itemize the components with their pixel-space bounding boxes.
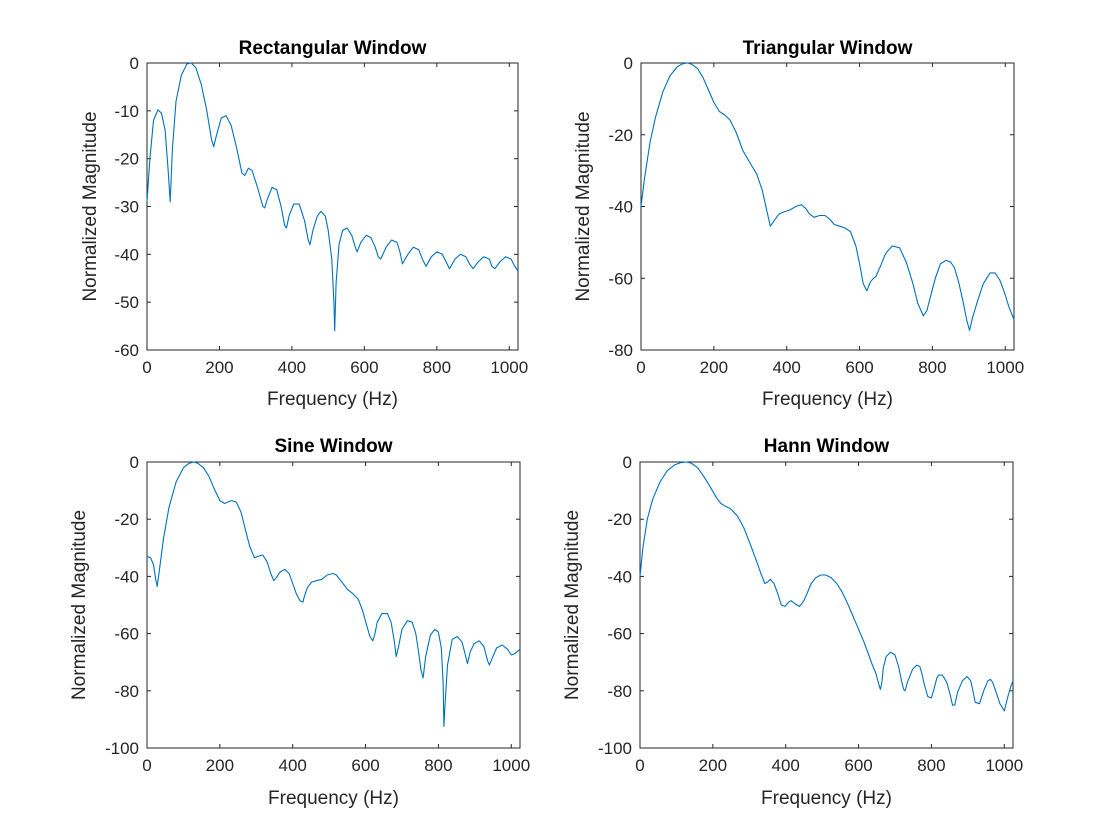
y-tick-label: 0 [130,54,139,73]
y-tick-label: -60 [114,625,139,644]
series-line [146,461,521,728]
x-tick-label: 800 [918,358,946,377]
x-tick-label: 400 [279,756,307,775]
x-tick-label: 600 [351,756,379,775]
x-tick-label: 1000 [986,358,1024,377]
x-axis-label: Frequency (Hz) [761,788,892,809]
x-tick-label: 800 [917,756,945,775]
y-tick-label: 0 [623,453,632,472]
y-tick-label: -100 [105,739,139,758]
y-tick-label: -80 [608,341,633,360]
x-tick-label: 200 [699,756,727,775]
y-tick-label: -40 [608,198,633,217]
x-tick-label: 800 [423,358,451,377]
x-tick-label: 400 [278,358,306,377]
axes-frame [146,461,521,749]
y-axis-label: Normalized Magnitude [562,510,583,700]
x-tick-label: 200 [700,358,728,377]
x-tick-label: 0 [635,756,644,775]
y-tick-label: -50 [114,293,139,312]
y-tick-label: -60 [114,341,139,360]
x-axis-label: Frequency (Hz) [268,788,399,809]
series-line [640,62,1015,331]
y-axis-label: Normalized Magnitude [573,111,594,301]
tick-group: 0 200 400 600 800 1000 0 -10 -20 -30 -40 -50 -60 [114,54,528,377]
subplot-rectangular: Rectangular Window Frequency (Hz) Normal… [80,38,528,410]
x-tick-label: 1000 [490,358,528,377]
axes-frame [640,62,1015,351]
y-tick-label: -10 [114,102,139,121]
subplot-hann: Hann Window Frequency (Hz) Normalized Ma… [562,436,1023,809]
y-axis-label: Normalized Magnitude [69,510,90,700]
x-tick-label: 1000 [985,756,1023,775]
y-tick-label: -100 [598,739,632,758]
y-tick-label: -20 [114,150,139,169]
y-tick-label: -20 [608,126,633,145]
y-tick-label: -30 [114,198,139,217]
y-tick-label: -60 [608,269,633,288]
chart-title: Hann Window [764,436,890,457]
axes-frame [146,62,519,351]
y-tick-label: 0 [130,453,139,472]
y-tick-label: -80 [114,682,139,701]
x-tick-label: 400 [772,756,800,775]
chart-title: Sine Window [274,436,392,457]
y-tick-label: -20 [607,510,632,529]
series-line [639,461,1014,712]
x-tick-label: 0 [636,358,645,377]
series-line [146,62,519,332]
subplot-sine: Sine Window Frequency (Hz) Normalized Ma… [69,436,530,809]
x-axis-label: Frequency (Hz) [762,389,893,410]
chart-title: Rectangular Window [239,38,427,59]
x-tick-label: 0 [142,358,151,377]
y-tick-label: -40 [607,567,632,586]
tick-group: 0 200 400 600 800 1000 0 -20 -40 -60 -80 -100 [598,453,1023,775]
x-tick-label: 600 [845,358,873,377]
x-tick-label: 200 [205,358,233,377]
y-tick-label: -80 [607,682,632,701]
subplot-triangular: Triangular Window Frequency (Hz) Normali… [573,38,1024,410]
y-tick-label: -40 [114,245,139,264]
x-axis-label: Frequency (Hz) [267,389,398,410]
y-tick-label: -60 [607,625,632,644]
y-axis-label: Normalized Magnitude [80,111,101,301]
tick-group: 0 200 400 600 800 1000 0 -20 -40 -60 -80 -100 [105,453,530,775]
tick-group: 0 200 400 600 800 1000 0 -20 -40 -60 -80 [608,54,1024,377]
x-tick-label: 400 [773,358,801,377]
y-tick-label: -40 [114,567,139,586]
x-tick-label: 200 [206,756,234,775]
x-tick-label: 1000 [492,756,530,775]
x-tick-label: 800 [424,756,452,775]
y-tick-label: 0 [624,54,633,73]
x-tick-label: 600 [350,358,378,377]
x-tick-label: 600 [844,756,872,775]
y-tick-label: -20 [114,510,139,529]
chart-title: Triangular Window [743,38,913,59]
axes-frame [639,461,1014,749]
x-tick-label: 0 [142,756,151,775]
